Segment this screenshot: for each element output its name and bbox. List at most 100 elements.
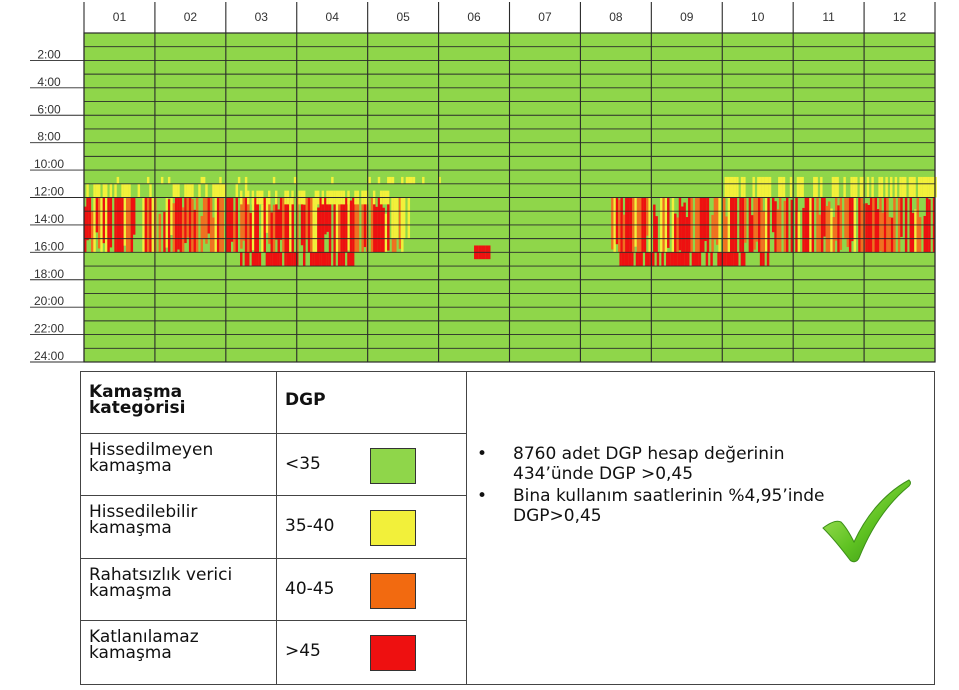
glare-stripe (284, 252, 287, 267)
glare-stripe (184, 183, 187, 198)
glare-stripe (621, 252, 625, 267)
bullet-icon: • (477, 444, 488, 464)
glare-stripe (95, 197, 99, 233)
glare-stripe (302, 252, 306, 267)
glare-stripe (876, 209, 880, 253)
glare-stripe (324, 197, 327, 235)
glare-stripe (813, 176, 816, 198)
glare-stripe (866, 176, 870, 198)
month-tick-label: 04 (326, 10, 340, 24)
hour-tick-label: 24:00 (34, 349, 64, 363)
glare-stripe (684, 252, 688, 267)
glare-stripe (656, 252, 660, 267)
glare-stripe (698, 252, 702, 267)
glare-stripe (174, 183, 178, 198)
glare-stripe (661, 252, 664, 267)
glare-stripe (244, 252, 248, 267)
bullet-icon: • (477, 486, 488, 506)
glare-stripe (116, 176, 120, 184)
glare-stripe (618, 199, 621, 253)
legend-category: Rahatsızlık verici kamaşma (80, 557, 277, 621)
glare-stripe (823, 197, 826, 237)
glare-stripe (771, 197, 775, 233)
legend-category: Hissedilmeyen kamaşma (80, 433, 277, 497)
glare-stripe (186, 197, 190, 238)
glare-stripe (402, 197, 406, 239)
legend-dgp-value: 35-40 (285, 516, 335, 537)
glare-stripe (789, 176, 793, 198)
glare-stripe (193, 209, 197, 253)
glare-stripe (890, 217, 894, 253)
glare-stripe (342, 204, 346, 253)
hour-tick-label: 8:00 (37, 130, 61, 144)
glare-stripe (776, 209, 780, 253)
glare-stripe (123, 197, 127, 246)
glare-stripe (768, 176, 772, 198)
month-tick-label: 08 (609, 10, 623, 24)
month-tick-label: 06 (467, 10, 481, 24)
glare-stripe (752, 176, 755, 198)
glare-stripe (725, 216, 728, 253)
glare-stripe (408, 176, 411, 184)
glare-stripe (438, 176, 441, 184)
glare-stripe (796, 176, 800, 198)
glare-stripe (84, 206, 87, 253)
glare-stripe (717, 252, 720, 267)
glare-stripe (368, 176, 371, 184)
glare-stripe (710, 252, 713, 267)
glare-stripe (230, 197, 234, 242)
legend-dgp-cell: <35 (276, 433, 467, 497)
heatmap-grid (83, 2, 936, 363)
glare-stripe (929, 176, 933, 198)
glare-stripe (212, 183, 215, 198)
glare-stripe (894, 176, 898, 198)
glare-heatmap-chart: 01 02 03 04 05 06 07 08 09 10 11 12 2:00 4:00 6:00 8:0… (30, 2, 937, 363)
glare-stripe (881, 212, 885, 253)
glare-stripe (867, 204, 871, 253)
glare-stripe (312, 252, 315, 267)
color-swatch (370, 634, 416, 671)
glare-stripe (149, 183, 152, 198)
glare-stripe (685, 217, 689, 253)
glare-stripe (815, 176, 818, 198)
glare-stripe (300, 197, 304, 246)
glare-stripe (677, 252, 681, 267)
glare-stripe (852, 176, 856, 198)
glare-stripe (90, 211, 94, 253)
glare-stripe (137, 183, 141, 198)
glare-stripe (818, 214, 822, 253)
glare-stripe (740, 252, 744, 267)
legend-row: Katlanılamaz kamaşma >45 (80, 619, 935, 686)
glare-stripe (674, 213, 677, 253)
glare-stripe (109, 183, 113, 198)
glare-stripe (242, 197, 245, 241)
glare-stripe (279, 197, 283, 240)
month-labels: 01 02 03 04 05 06 07 08 09 10 11 12 (113, 10, 907, 24)
dgp-legend-table: Kamaşma kategorisi DGP • 8760 adet DGP h… (80, 370, 935, 686)
glare-stripe (207, 197, 211, 234)
legend-row: Hissedilmeyen kamaşma <35 (80, 433, 935, 497)
legend-dgp-value: >45 (285, 640, 321, 661)
glare-stripe (219, 176, 222, 184)
glare-stripe (303, 204, 306, 253)
glare-stripe (888, 217, 892, 253)
glare-stripe (687, 252, 690, 267)
glare-stripe (780, 176, 783, 198)
glare-stripe (724, 176, 727, 198)
glare-stripe (254, 252, 257, 267)
glare-stripe (387, 197, 390, 251)
glare-stripe (628, 252, 632, 267)
glare-stripe (678, 197, 682, 251)
glare-stripe (736, 252, 739, 267)
color-swatch (370, 572, 416, 609)
green-checkmark-icon (822, 479, 911, 563)
glare-stripe (694, 252, 697, 267)
glare-stripe (683, 202, 686, 253)
glare-stripe (850, 176, 853, 198)
glare-stripe (914, 209, 917, 253)
glare-stripe (114, 183, 117, 198)
glare-stripe (86, 197, 89, 241)
glare-stripe (928, 199, 931, 253)
glare-stripe (319, 252, 322, 267)
glare-stripe (922, 176, 926, 198)
